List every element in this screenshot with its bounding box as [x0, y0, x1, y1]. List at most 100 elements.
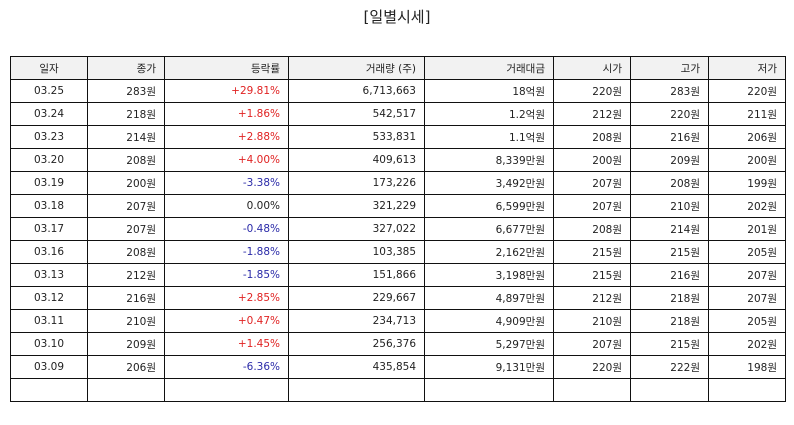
cell-open: 220원 — [553, 79, 631, 103]
cell-close: 207원 — [87, 194, 165, 218]
cell-volume: 229,667 — [288, 286, 425, 310]
cell-amount: 18억원 — [424, 79, 554, 103]
cell-low: 207원 — [708, 286, 786, 310]
cell-high: 216원 — [630, 263, 709, 287]
cell-low: 205원 — [708, 309, 786, 333]
cell-low: 201원 — [708, 217, 786, 241]
header-volume: 거래량 (주) — [288, 56, 425, 80]
cell-date: 03.12 — [10, 286, 88, 310]
cell-low: 198원 — [708, 355, 786, 379]
cell-volume: 234,713 — [288, 309, 425, 333]
cell-change: -1.85% — [164, 263, 289, 287]
cell-change: +4.00% — [164, 148, 289, 172]
cell-amount: 1.2억원 — [424, 102, 554, 126]
table-body: 03.25 283원 +29.81% 6,713,663 18억원 220원 2… — [10, 79, 786, 402]
empty-cell — [288, 378, 425, 402]
cell-close: 212원 — [87, 263, 165, 287]
header-row: 일자 종가 등락률 거래량 (주) 거래대금 시가 고가 저가 — [10, 56, 786, 80]
cell-change: -0.48% — [164, 217, 289, 241]
cell-volume: 151,866 — [288, 263, 425, 287]
table-row: 03.12 216원 +2.85% 229,667 4,897만원 212원 2… — [10, 286, 786, 310]
cell-volume: 103,385 — [288, 240, 425, 264]
cell-close: 208원 — [87, 148, 165, 172]
cell-low: 211원 — [708, 102, 786, 126]
daily-price-table: 일자 종가 등락률 거래량 (주) 거래대금 시가 고가 저가 03.25 28… — [10, 56, 786, 402]
empty-cell — [630, 378, 709, 402]
cell-change: -3.38% — [164, 171, 289, 195]
cell-date: 03.16 — [10, 240, 88, 264]
table-row: 03.20 208원 +4.00% 409,613 8,339만원 200원 2… — [10, 148, 786, 172]
cell-open: 220원 — [553, 355, 631, 379]
cell-close: 208원 — [87, 240, 165, 264]
table-row: 03.10 209원 +1.45% 256,376 5,297만원 207원 2… — [10, 332, 786, 356]
cell-amount: 8,339만원 — [424, 148, 554, 172]
empty-cell — [553, 378, 631, 402]
cell-volume: 435,854 — [288, 355, 425, 379]
cell-change: +2.85% — [164, 286, 289, 310]
table-row: 03.11 210원 +0.47% 234,713 4,909만원 210원 2… — [10, 309, 786, 333]
cell-high: 218원 — [630, 309, 709, 333]
cell-amount: 3,492만원 — [424, 171, 554, 195]
empty-cell — [164, 378, 289, 402]
cell-date: 03.25 — [10, 79, 88, 103]
cell-volume: 6,713,663 — [288, 79, 425, 103]
cell-open: 208원 — [553, 125, 631, 149]
cell-high: 209원 — [630, 148, 709, 172]
cell-open: 212원 — [553, 286, 631, 310]
cell-high: 208원 — [630, 171, 709, 195]
table-row: 03.13 212원 -1.85% 151,866 3,198만원 215원 2… — [10, 263, 786, 287]
cell-close: 209원 — [87, 332, 165, 356]
cell-volume: 409,613 — [288, 148, 425, 172]
cell-change: +2.88% — [164, 125, 289, 149]
cell-high: 210원 — [630, 194, 709, 218]
cell-close: 206원 — [87, 355, 165, 379]
cell-low: 205원 — [708, 240, 786, 264]
page-title: [일별시세] — [363, 8, 431, 26]
cell-volume: 256,376 — [288, 332, 425, 356]
cell-volume: 173,226 — [288, 171, 425, 195]
header-amount: 거래대금 — [424, 56, 554, 80]
cell-low: 202원 — [708, 332, 786, 356]
cell-amount: 4,909만원 — [424, 309, 554, 333]
cell-date: 03.13 — [10, 263, 88, 287]
cell-open: 215원 — [553, 240, 631, 264]
cell-close: 214원 — [87, 125, 165, 149]
cell-high: 214원 — [630, 217, 709, 241]
empty-cell — [424, 378, 554, 402]
cell-low: 200원 — [708, 148, 786, 172]
header-close: 종가 — [87, 56, 165, 80]
cell-open: 207원 — [553, 171, 631, 195]
empty-cell — [87, 378, 165, 402]
cell-low: 207원 — [708, 263, 786, 287]
cell-open: 207원 — [553, 194, 631, 218]
empty-cell — [10, 378, 88, 402]
cell-high: 283원 — [630, 79, 709, 103]
cell-change: 0.00% — [164, 194, 289, 218]
cell-volume: 533,831 — [288, 125, 425, 149]
table-row: 03.23 214원 +2.88% 533,831 1.1억원 208원 216… — [10, 125, 786, 149]
cell-change: +1.45% — [164, 332, 289, 356]
cell-amount: 6,677만원 — [424, 217, 554, 241]
cell-volume: 327,022 — [288, 217, 425, 241]
cell-high: 215원 — [630, 332, 709, 356]
table-row: 03.09 206원 -6.36% 435,854 9,131만원 220원 2… — [10, 355, 786, 379]
cell-open: 210원 — [553, 309, 631, 333]
cell-change: -6.36% — [164, 355, 289, 379]
table-row: 03.16 208원 -1.88% 103,385 2,162만원 215원 2… — [10, 240, 786, 264]
cell-open: 212원 — [553, 102, 631, 126]
table-row: 03.18 207원 0.00% 321,229 6,599만원 207원 21… — [10, 194, 786, 218]
cell-amount: 2,162만원 — [424, 240, 554, 264]
cell-open: 200원 — [553, 148, 631, 172]
header-low: 저가 — [708, 56, 786, 80]
cell-close: 283원 — [87, 79, 165, 103]
cell-date: 03.24 — [10, 102, 88, 126]
cell-change: +0.47% — [164, 309, 289, 333]
cell-high: 220원 — [630, 102, 709, 126]
cell-date: 03.11 — [10, 309, 88, 333]
cell-amount: 5,297만원 — [424, 332, 554, 356]
cell-amount: 1.1억원 — [424, 125, 554, 149]
cell-amount: 3,198만원 — [424, 263, 554, 287]
cell-high: 222원 — [630, 355, 709, 379]
cell-low: 220원 — [708, 79, 786, 103]
cell-date: 03.19 — [10, 171, 88, 195]
